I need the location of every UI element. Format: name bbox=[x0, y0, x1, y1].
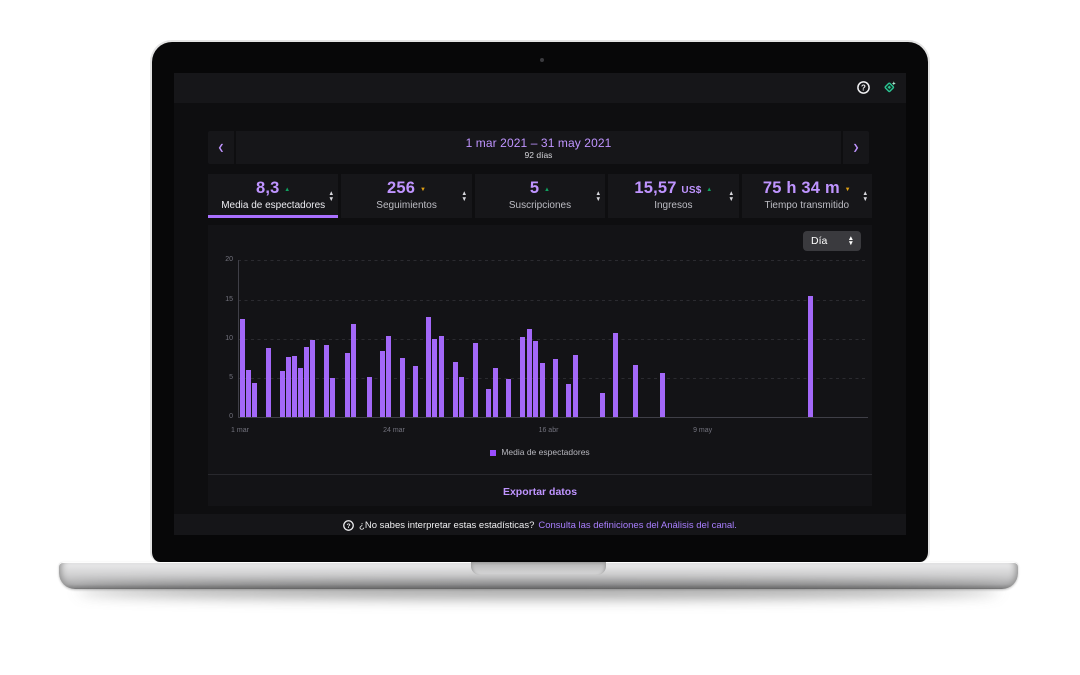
svg-text:?: ? bbox=[861, 83, 866, 92]
svg-text:?: ? bbox=[346, 522, 350, 529]
